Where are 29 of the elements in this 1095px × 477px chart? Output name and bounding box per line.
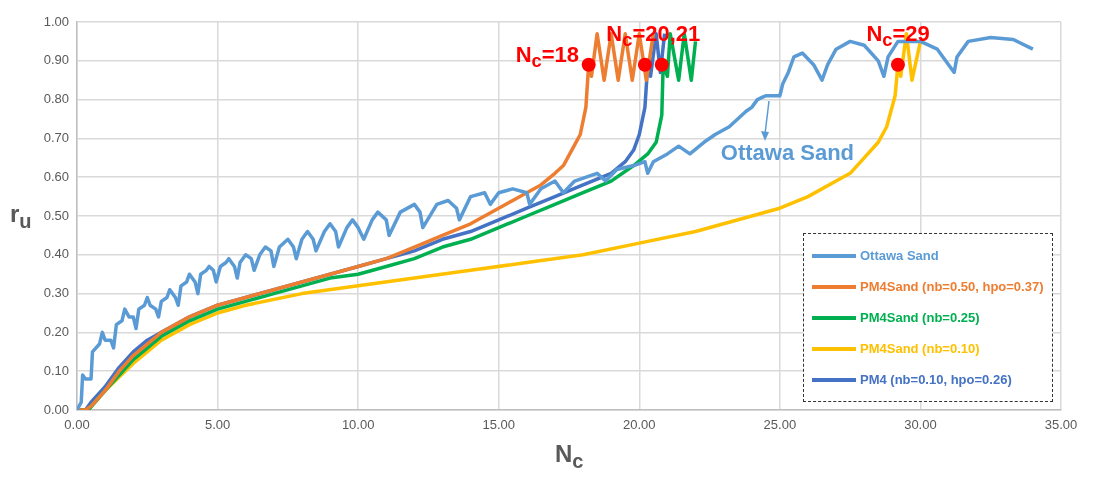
x-tick-label: 30.00	[904, 417, 937, 433]
legend-label: PM4 (nb=0.10, hpo=0.26)	[860, 372, 1012, 387]
annotation: Ottawa Sand	[720, 139, 855, 166]
y-tick-label: 0.70	[43, 129, 69, 145]
y-axis-title: r$_{u}$	[10, 199, 32, 233]
y-tick-label: 0.10	[43, 362, 69, 378]
legend-label: PM4Sand (nb=0.50, hpo=0.37)	[860, 279, 1044, 294]
y-tick-label: 0.60	[43, 168, 69, 184]
legend-label: PM4Sand (nb=0.10)	[860, 341, 980, 356]
x-axis-title: N$_{c}$	[555, 440, 584, 473]
y-tick-label: 0.20	[43, 323, 69, 339]
x-tick-label: 5.00	[204, 417, 231, 433]
x-tick-label: 0.00	[64, 417, 90, 433]
y-tick-label: 1.00	[43, 13, 69, 29]
x-tick-label: 20.00	[623, 417, 656, 433]
x-tick-label: 25.00	[763, 417, 797, 433]
x-tick-label: 35.00	[1044, 417, 1078, 433]
y-tick-label: 0.50	[43, 207, 69, 223]
x-tick-label: 15.00	[482, 417, 515, 433]
y-tick-label: 0.30	[43, 285, 69, 301]
x-tick-label: 10.00	[341, 417, 375, 433]
legend-label: PM4Sand (nb=0.25)	[860, 310, 980, 325]
y-tick-label: 0.00	[43, 401, 69, 417]
annotation: N$_{c}$=29	[866, 20, 930, 52]
y-tick-label: 0.40	[43, 246, 69, 262]
y-tick-label: 0.80	[43, 91, 69, 107]
legend-label: Ottawa Sand	[860, 248, 939, 263]
y-tick-label: 0.90	[43, 52, 69, 68]
annotation: N$_{c}$=18	[515, 41, 580, 73]
